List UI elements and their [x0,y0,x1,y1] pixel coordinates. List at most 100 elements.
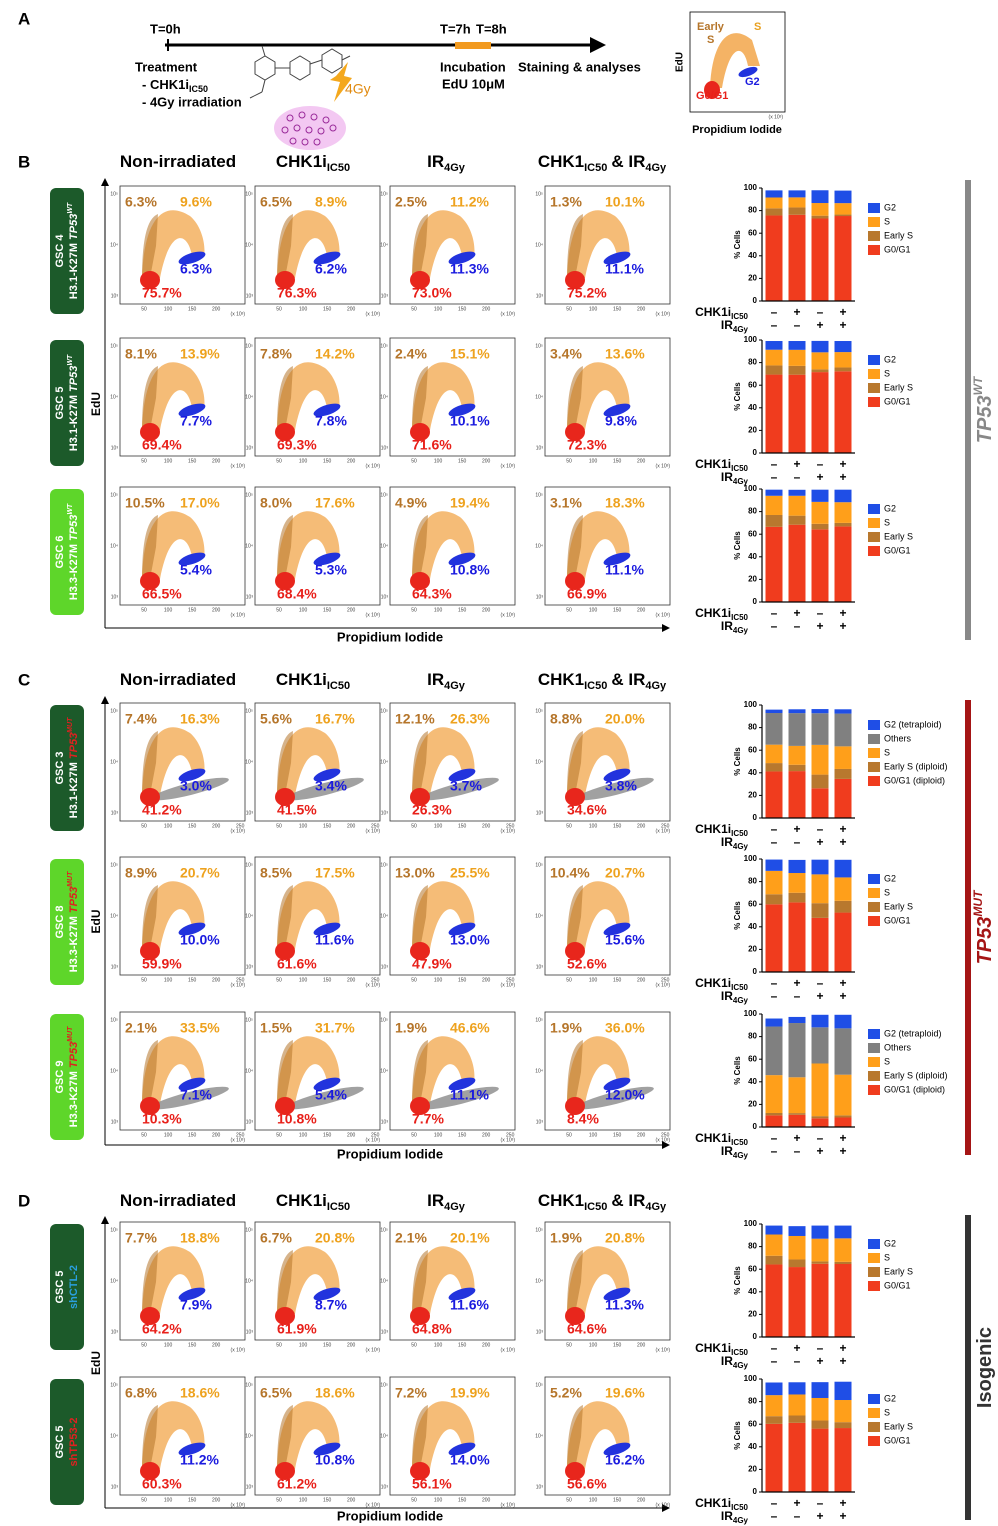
x-tick-label: 200 [482,823,491,829]
x-tick-label: 250 [661,1132,670,1138]
y-tick-label: 10⁵ [110,1017,118,1023]
population-cloud [277,727,340,795]
s-pct: 11.2% [450,194,489,210]
group-label: TP53MUT [971,889,996,964]
bar-segment [834,341,852,353]
y-tick-label: 40 [748,1287,757,1296]
population-cloud [142,881,205,949]
incubation-bar [455,42,491,49]
x-tick-label: 150 [613,1342,622,1348]
population-cloud [421,1086,499,1110]
treatment-sub: IC50 [731,829,748,838]
legend-swatch [868,734,880,744]
y-tick-label: 10³ [246,445,254,451]
flow-plot: 10⁵ 10⁴ 10³ 50 100 150 200 (x 10³) 6.7% 20.8% 8.7%… [245,1221,381,1353]
early-s-pct: 8.0% [260,495,292,511]
y-tick-label: 20 [748,1465,757,1474]
y-tick-label: 100 [744,700,758,709]
y-tick-label: 10³ [381,1119,389,1125]
y-tick-label: 10⁴ [110,394,118,400]
y-tick-label: 80 [748,723,757,732]
row-label: H3.1-K27M TP53WT [67,202,80,299]
x-tick-label: 100 [434,306,443,312]
column-header: Non-irradiated [120,670,236,689]
bar-segment [765,1416,783,1424]
population-blob [565,423,585,441]
y-tick-label: 10⁴ [110,1278,118,1284]
population-cloud [277,1405,293,1469]
g0g1-pct: 59.9% [142,956,182,972]
population-cloud [142,727,205,795]
g0g1-pct: 64.8% [412,1321,452,1337]
y-tick-label: 10⁵ [110,343,118,349]
y-tick-label: 10⁴ [380,913,388,919]
x-tick-label: 200 [212,1342,221,1348]
plot-frame [119,185,246,305]
y-tick-label: 20 [748,274,757,283]
population-cloud [412,362,475,430]
y-tick-label: 10³ [111,1329,119,1335]
column-header: CHK1IC50 & IR4Gy [538,152,667,173]
s-pct: 36.0% [605,1020,645,1036]
header-text: CHK1i [276,152,327,171]
x-unit: (x 10³) [501,1502,516,1508]
x-unit: (x 10³) [656,828,671,834]
population-cloud [567,210,630,278]
population-blob [140,788,160,806]
bar-segment [765,744,783,764]
treatment-sub: 4Gy [733,477,749,486]
population-cloud [142,366,158,430]
population-cloud [567,1036,630,1104]
s-pct: 8.9% [315,194,347,210]
population-blob [410,1097,430,1115]
header-text: Non-irradiated [120,152,236,171]
x-tick-label: 200 [212,306,221,312]
treatment-sign: + [839,1131,846,1145]
row-label: GSC 3 [54,751,66,784]
treatment-label: IR4Gy [721,1509,749,1525]
row-label: shTP53-2 [68,1418,80,1467]
y-axis-label: % Cells [733,901,742,930]
bar-segment [788,1016,806,1024]
bar-segment [811,1420,829,1429]
y-tick-label: 10³ [111,810,119,816]
early-s-pct: 6.3% [125,194,157,210]
y-tick-label: 20 [748,791,757,800]
population-blob [178,552,206,566]
bar-segment [788,190,806,198]
bar-segment [811,190,829,204]
g0g1-pct: 64.2% [142,1321,182,1337]
plot-frame [119,337,246,457]
population-cloud [277,731,293,795]
treatment-sign: + [816,835,823,849]
flow-plot: 10⁵ 10⁴ 10³ 50 100 150 200 (x 10³) 6.5% 8.9% 6.2% 7… [245,185,381,317]
legend-label: Early S (diploid) [884,761,948,771]
x-unit: (x 10³) [656,463,671,469]
x-axis-title: Propidium Iodide [337,629,443,644]
bar-segment [834,1014,852,1029]
bar-segment [765,374,783,453]
legend-label: S [884,517,890,527]
y-tick-label: 10³ [381,594,389,600]
panel-label: A [18,9,30,28]
x-unit: (x 10³) [501,1347,516,1353]
g2-pct: 3.7% [450,778,482,794]
population-blob [603,403,631,417]
mini-label: S [754,21,761,33]
x-tick-label: 200 [637,1342,646,1348]
bar-segment [765,197,783,209]
treatment-sign: – [794,318,801,332]
flow-plot: 10⁵ 10⁴ 10³ 50 100 150 200 250(x 10³) 1.5% 31.7% 5… [245,1011,381,1143]
population-cloud [142,362,205,430]
x-tick-label: 200 [637,977,646,983]
y-tick-label: 10³ [246,293,254,299]
bar-segment [811,1382,829,1398]
y-tick-label: 10⁴ [380,1433,388,1439]
treatment-sign: + [793,1496,800,1510]
population-blob [410,942,430,960]
group-sup: WT [971,375,985,395]
x-tick-label: 250 [236,977,245,983]
y-tick-label: 10⁵ [110,1382,118,1388]
treatment-name: IR [721,1509,733,1523]
treatment-label: IR4Gy [721,1144,749,1160]
